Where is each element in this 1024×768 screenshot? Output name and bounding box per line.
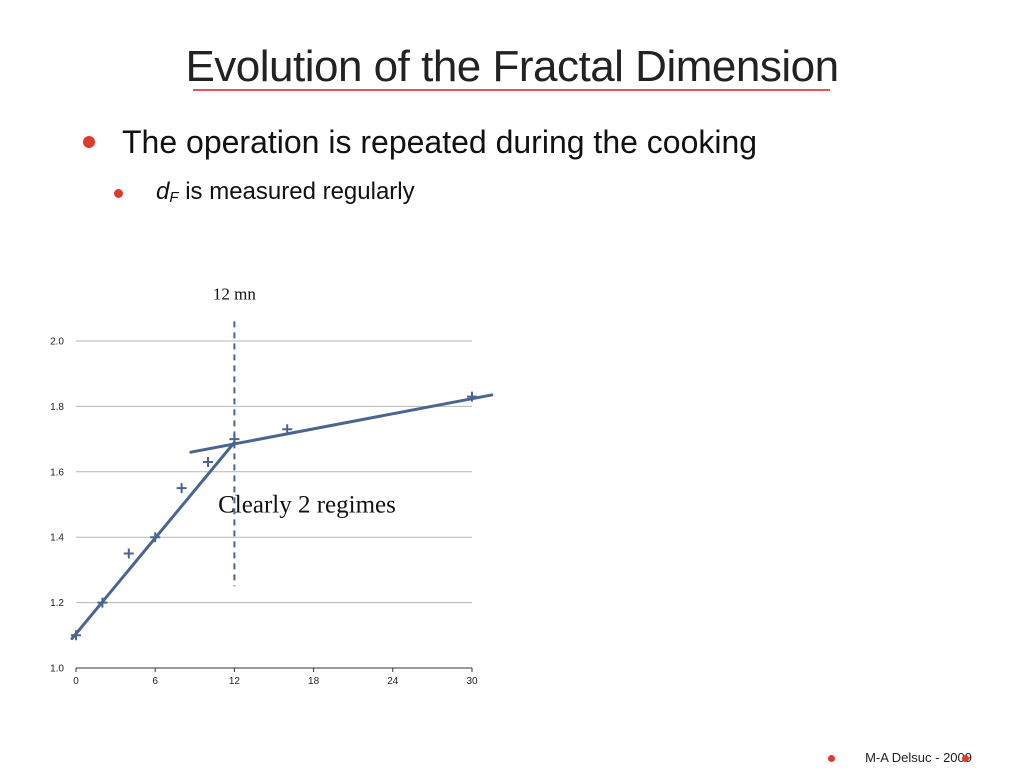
df-symbol: d bbox=[156, 178, 170, 205]
data-point bbox=[203, 456, 213, 467]
bullet-dot-1 bbox=[83, 136, 95, 148]
df-subscript: F bbox=[169, 189, 179, 206]
x-tick-label: 24 bbox=[387, 676, 399, 687]
x-tick-label: 6 bbox=[152, 676, 158, 687]
data-point bbox=[176, 483, 187, 494]
bullet-2-text: is measured regularly bbox=[178, 178, 415, 205]
footer-credit: M-A Delsuc - 2009 bbox=[865, 750, 972, 765]
y-tick-label: 1.0 bbox=[50, 664, 64, 675]
vertical-marker-label: 12 mn bbox=[213, 284, 256, 303]
bullet-2: dF is measured regularly bbox=[156, 178, 415, 206]
fit-line-1 bbox=[70, 440, 236, 641]
regimes-annotation: Clearly 2 regimes bbox=[218, 492, 396, 519]
footer-dot-right bbox=[962, 755, 969, 762]
x-tick-label: 18 bbox=[308, 676, 320, 687]
x-tick-label: 0 bbox=[73, 676, 79, 687]
bullet-1: The operation is repeated during the coo… bbox=[122, 124, 758, 160]
data-point bbox=[467, 391, 477, 402]
data-point bbox=[71, 630, 81, 641]
data-point bbox=[97, 597, 108, 608]
x-tick-label: 30 bbox=[466, 676, 478, 687]
data-point bbox=[282, 424, 293, 435]
y-tick-label: 1.6 bbox=[50, 467, 64, 478]
y-tick-label: 2.0 bbox=[50, 337, 64, 348]
slide-title: Evolution of the Fractal Dimension bbox=[185, 42, 839, 91]
data-point bbox=[150, 532, 161, 543]
x-tick-label: 12 bbox=[229, 676, 241, 687]
bullet-dot-2 bbox=[114, 189, 123, 198]
y-tick-label: 1.4 bbox=[50, 533, 64, 544]
data-point bbox=[123, 548, 134, 559]
y-tick-label: 1.2 bbox=[50, 598, 64, 609]
footer-dot-left bbox=[828, 755, 835, 762]
title-underline bbox=[193, 89, 830, 91]
data-point bbox=[229, 434, 240, 445]
y-tick-label: 1.8 bbox=[50, 402, 64, 413]
fit-line-2 bbox=[189, 393, 494, 454]
